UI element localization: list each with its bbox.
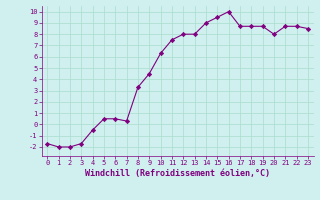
X-axis label: Windchill (Refroidissement éolien,°C): Windchill (Refroidissement éolien,°C) [85, 169, 270, 178]
